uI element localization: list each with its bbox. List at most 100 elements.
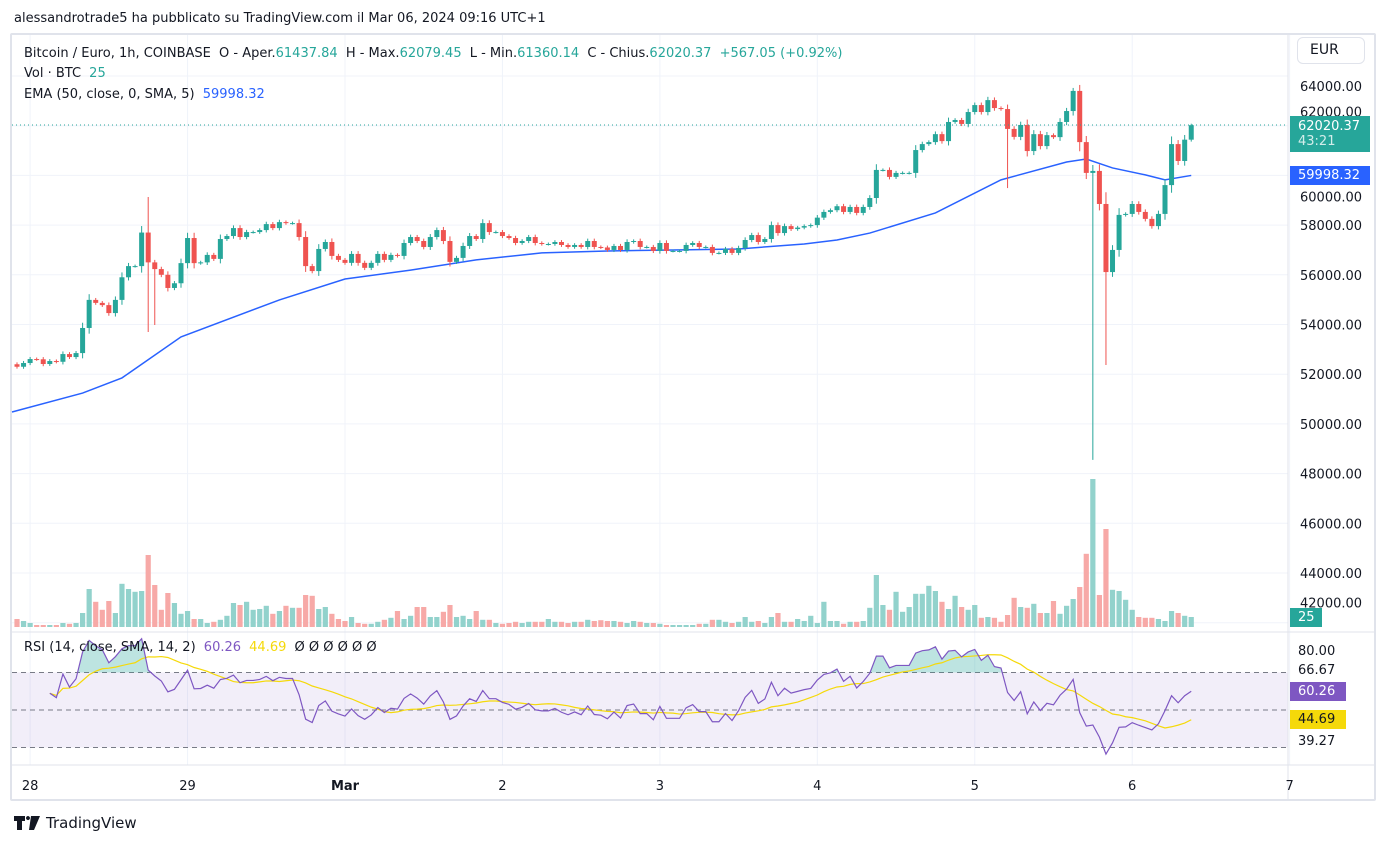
volume-bar [460, 615, 466, 627]
volume-bar [1004, 615, 1011, 627]
candle-body [1169, 144, 1175, 186]
candle [447, 236, 453, 267]
candle [709, 244, 715, 256]
close-value: 62020.37 [649, 46, 712, 61]
candle [814, 215, 820, 228]
candle-body [782, 226, 788, 234]
rsi-label: RSI (14, close, SMA, 14, 2) [24, 640, 196, 655]
volume-bar [736, 621, 742, 627]
candle [237, 225, 243, 240]
candle-body [296, 223, 302, 238]
volume-bar [47, 625, 53, 627]
last-price-label: 62020.37 43:21 [1290, 116, 1370, 152]
volume-bar [1168, 611, 1175, 627]
volume-bar [565, 623, 571, 627]
candle [545, 242, 551, 246]
volume-legend[interactable]: Vol · BTC 25 [24, 66, 110, 81]
candle-body [795, 227, 801, 230]
volume-bar [998, 621, 1004, 627]
volume-bar [624, 623, 630, 627]
candle-body [440, 230, 446, 242]
currency-button[interactable]: EUR [1297, 37, 1365, 64]
x-tick-label: 4 [813, 779, 821, 794]
open-value: 61437.84 [275, 46, 338, 61]
candle-body [1136, 203, 1142, 212]
volume-bar [283, 605, 289, 627]
candle-body [493, 232, 499, 234]
candle-body [132, 266, 138, 268]
rsi-legend[interactable]: RSI (14, close, SMA, 14, 2) 60.26 44.69 … [24, 640, 381, 655]
candle-body [1070, 90, 1076, 112]
candle [644, 245, 650, 249]
candle [913, 145, 919, 178]
candle [932, 131, 938, 145]
candle [303, 231, 309, 272]
candle [230, 225, 236, 239]
candle-body [388, 254, 394, 260]
candle-body [60, 354, 66, 362]
candle [1123, 212, 1129, 217]
candle [808, 223, 814, 228]
candle [749, 232, 755, 243]
ema-legend[interactable]: EMA (50, close, 0, SMA, 5) 59998.32 [24, 87, 269, 102]
y-tick-label: 42000.00 [1300, 597, 1362, 612]
candle [106, 302, 112, 316]
volume-bar [1031, 603, 1037, 627]
volume-bar [375, 621, 381, 627]
candle [841, 203, 847, 215]
candle-body [722, 248, 728, 253]
candle-body [460, 245, 466, 258]
candle [598, 245, 604, 250]
candle [276, 219, 282, 231]
candle-body [709, 246, 715, 253]
volume-bar [1011, 597, 1017, 627]
rsi-80-label: 80.00 [1298, 644, 1336, 659]
volume-bar [952, 595, 958, 627]
candle [873, 164, 879, 204]
rsi-line [49, 637, 1192, 756]
candle [47, 359, 53, 366]
candle-body [335, 255, 341, 260]
candle [381, 251, 387, 263]
volume-bar [631, 621, 637, 627]
volume-value: 25 [89, 66, 106, 81]
candle-body [381, 253, 387, 260]
candle-body [211, 254, 217, 259]
y-tick-label: 56000.00 [1300, 269, 1362, 284]
volume-bar [480, 619, 486, 627]
candle-body [578, 244, 584, 247]
candle [454, 255, 460, 264]
candle [696, 240, 702, 250]
candle-body [473, 236, 479, 240]
volume-bar [886, 609, 893, 627]
volume-bar [434, 617, 440, 627]
candle [394, 253, 400, 258]
candle [499, 229, 505, 239]
tradingview-logo[interactable]: TradingView [14, 814, 137, 832]
volume-bar [775, 613, 781, 627]
grid [12, 35, 1291, 765]
volume-bar [545, 619, 551, 627]
volume-bar [749, 621, 755, 627]
candle-body [808, 225, 814, 227]
candle-body [998, 108, 1004, 110]
candle [1037, 130, 1043, 150]
volume-bar [230, 603, 237, 627]
candle-body [847, 206, 853, 212]
symbol-name[interactable]: Bitcoin / Euro, 1h, COINBASE [24, 46, 211, 61]
candle [532, 234, 538, 246]
volume-bar [1116, 591, 1122, 627]
candle [991, 97, 997, 111]
candle-body [230, 228, 236, 237]
volume-bar [348, 617, 355, 627]
volume-bar [945, 609, 952, 627]
volume-bar [814, 623, 820, 627]
volume-bar [1123, 599, 1129, 627]
volume-bar [729, 623, 735, 627]
ema-axis-label: 59998.32 [1290, 166, 1370, 185]
volume-bar [394, 611, 401, 627]
low-value: 61360.14 [517, 46, 580, 61]
candle-body [611, 245, 617, 250]
volume-bar [171, 603, 178, 627]
